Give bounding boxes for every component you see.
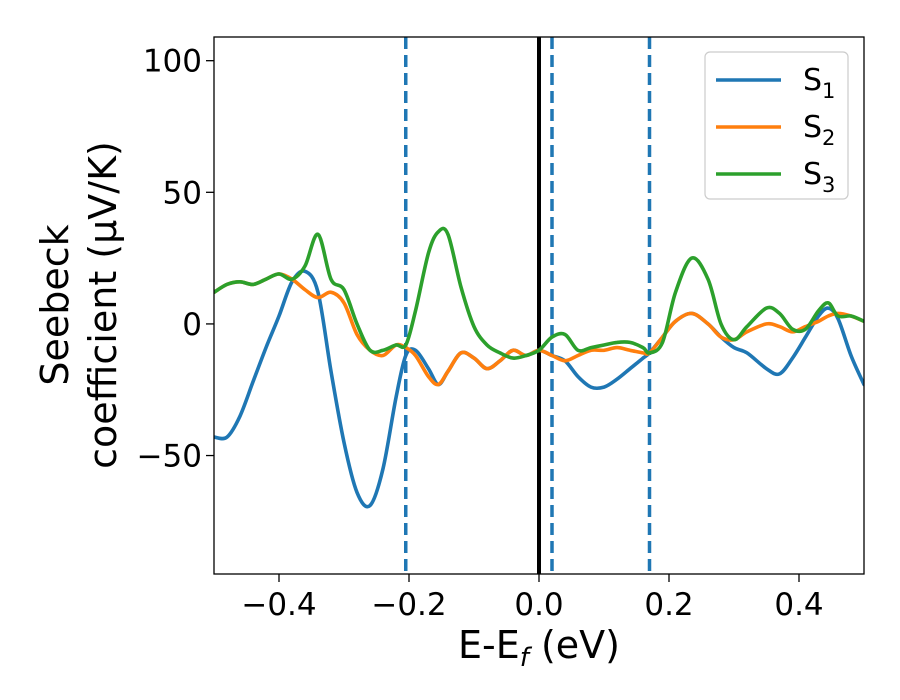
x-tick-label: 0.0 bbox=[514, 587, 563, 623]
y-axis-ticks: −50 0 50 100 bbox=[137, 44, 214, 475]
y-tick-label: 100 bbox=[143, 44, 202, 80]
legend: S1 S2 S3 bbox=[704, 51, 849, 200]
legend-label-s1: S1 bbox=[803, 63, 835, 103]
vertical-reference-lines bbox=[404, 37, 652, 574]
x-tick-label: 0.4 bbox=[774, 587, 823, 623]
x-tick-label: 0.2 bbox=[644, 587, 693, 623]
legend-label-s2: S2 bbox=[803, 110, 835, 150]
y-tick-label: 50 bbox=[163, 175, 202, 211]
y-axis-label-line2: coefficient (μV/K) bbox=[81, 141, 125, 469]
x-axis-label: E-Ef (eV) bbox=[458, 623, 620, 673]
series-line-s3 bbox=[214, 226, 864, 360]
y-axis-label-line1: Seebeck bbox=[33, 224, 77, 385]
series-lines bbox=[214, 226, 864, 509]
x-tick-label: −0.4 bbox=[241, 587, 316, 623]
y-tick-label: 0 bbox=[182, 307, 202, 343]
x-axis-ticks: −0.4 −0.2 0.0 0.2 0.4 bbox=[241, 574, 824, 623]
x-tick-label: −0.2 bbox=[371, 587, 446, 623]
legend-label-s3: S3 bbox=[803, 157, 835, 197]
y-tick-label: −50 bbox=[137, 439, 202, 475]
